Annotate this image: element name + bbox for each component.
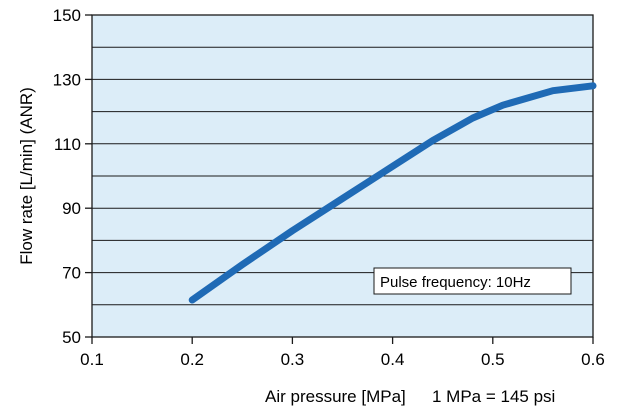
x-tick-label: 0.5: [481, 350, 505, 369]
y-tick-label: 70: [62, 264, 81, 283]
series-layer: [188, 82, 597, 304]
y-tick-label: 90: [62, 199, 81, 218]
y-tick-label: 110: [54, 135, 81, 154]
x-axis-unit-note: 1 MPa = 145 psi: [432, 387, 555, 406]
plot-frame: [91, 14, 594, 338]
y-axis-title: Flow rate [L/min] (ANR): [17, 87, 36, 265]
x-tick-label: 0.1: [80, 350, 104, 369]
annotation-label: Pulse frequency: 10Hz: [380, 274, 531, 291]
series-line: [188, 82, 597, 304]
y-tick-label: 150: [53, 6, 81, 25]
annotation-box: Pulse frequency: 10Hz: [373, 267, 572, 295]
axis-ticks: 50 70 90 110 130 150 0.1 0.2 0.3 0.4 0.5 0.6: [53, 6, 605, 369]
x-tick-label: 0.6: [581, 350, 605, 369]
y-tick-label: 130: [53, 70, 81, 89]
x-tick-label: 0.4: [381, 350, 405, 369]
y-tick-label: 50: [62, 328, 81, 347]
x-axis-title: Air pressure [MPa]: [265, 387, 406, 406]
grid-lines: [92, 46, 593, 306]
x-tick-label: 0.2: [180, 350, 204, 369]
annotation-frame: [373, 267, 572, 295]
x-tick-label: 0.3: [281, 350, 305, 369]
